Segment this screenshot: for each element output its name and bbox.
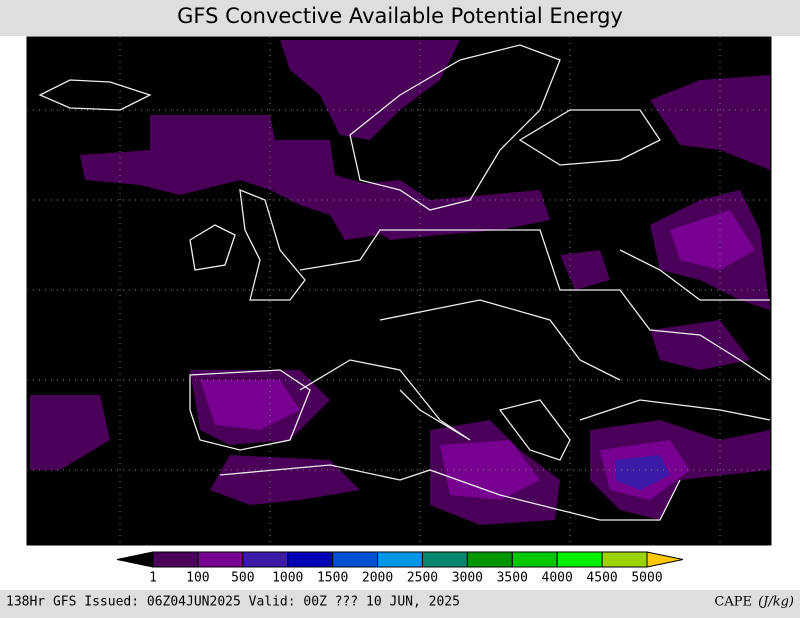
colorbar-tick-label: 100 <box>186 571 209 586</box>
colorbar-segment <box>556 551 603 568</box>
graticule <box>27 37 771 545</box>
cape-region-high <box>615 455 670 490</box>
colorbar-tick-label: 1 <box>149 571 157 586</box>
colorbar-tick-label: 4500 <box>586 571 617 586</box>
footer-bar <box>0 590 800 618</box>
colorbar-arrow <box>116 551 154 568</box>
colorbar-segment <box>287 551 334 568</box>
colorbar-segment <box>197 551 244 568</box>
colorbar-tick-label: 3500 <box>497 571 528 586</box>
coastlines <box>38 44 771 521</box>
colorbar-segment <box>242 551 289 568</box>
colorbar-segment <box>511 551 558 568</box>
colorbar-tick-label: 1000 <box>272 571 303 586</box>
title: GFS Convective Available Potential Energ… <box>177 4 623 28</box>
colorbar-unit: (J/kg) <box>758 595 794 610</box>
colorbar-tick-label: 500 <box>231 571 254 586</box>
map-border <box>26 36 772 546</box>
colorbar-segment <box>421 551 468 568</box>
colorbar-label: CAPE <box>714 595 752 610</box>
title-bar <box>0 0 800 36</box>
colorbar-tick-label: 2500 <box>407 571 438 586</box>
colorbar-segment <box>601 551 648 568</box>
colorbar-tick-label: 1500 <box>317 571 348 586</box>
colorbar-tick-label: 5000 <box>631 571 662 586</box>
colorbar-segment <box>377 551 423 568</box>
colorbar-segment <box>152 551 199 568</box>
footer-info: 138Hr GFS Issued: 06Z04JUN2025 Valid: 00… <box>6 595 460 610</box>
colorbar-tick-label: 4000 <box>542 571 573 586</box>
colorbar-segment <box>332 551 379 568</box>
colorbar-arrow <box>646 551 684 568</box>
colorbar-segment <box>466 551 513 568</box>
colorbar-tick-label: 2000 <box>362 571 393 586</box>
colorbar-tick-label: 3000 <box>452 571 483 586</box>
